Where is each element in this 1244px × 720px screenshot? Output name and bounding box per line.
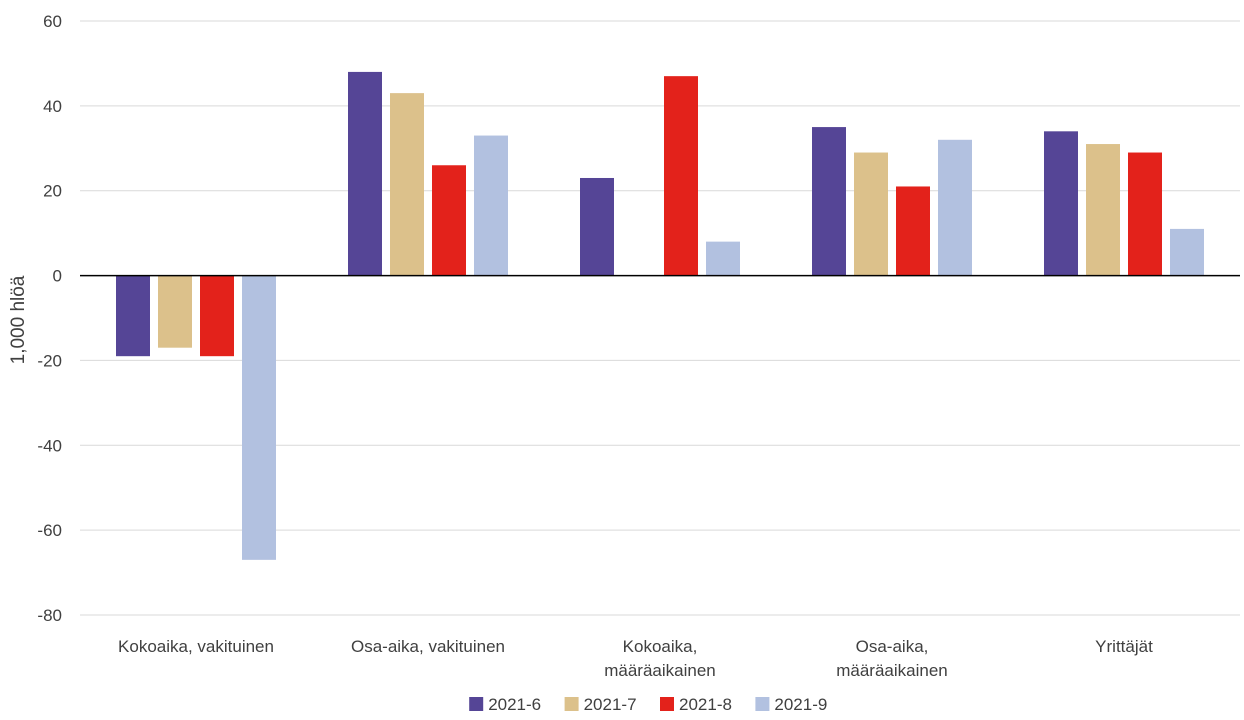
- y-axis-ticks: -80 -60 -40 -20 0 20 40 60: [37, 12, 62, 625]
- y-tick-label: -20: [37, 351, 62, 370]
- legend-label: 2021-6: [488, 695, 541, 714]
- bar: [1044, 131, 1078, 276]
- y-tick-label: -80: [37, 606, 62, 625]
- legend-swatch: [564, 697, 579, 711]
- bar: [348, 71, 382, 276]
- bar: [116, 275, 150, 357]
- bar: [242, 275, 276, 560]
- bar: [812, 127, 846, 276]
- bar: [432, 165, 466, 276]
- category-label: Kokoaika, vakituinen: [118, 637, 274, 656]
- bars: [116, 71, 1204, 560]
- y-tick-label: 0: [53, 267, 62, 286]
- category-label: Yrittäjät: [1095, 637, 1153, 656]
- y-tick-label: -40: [37, 436, 62, 455]
- bar: [580, 177, 614, 276]
- y-tick-label: 40: [43, 97, 62, 116]
- legend-swatch: [755, 697, 770, 711]
- legend-swatch: [660, 697, 674, 711]
- bar: [200, 275, 234, 357]
- legend-swatch: [469, 697, 484, 711]
- bar: [158, 275, 192, 348]
- bar: [664, 76, 698, 276]
- legend: 2021-6 2021-7 2021-8 2021-9: [469, 695, 827, 714]
- legend-label: 2021-7: [584, 695, 637, 714]
- y-tick-label: 20: [43, 182, 62, 201]
- legend-label: 2021-8: [679, 695, 732, 714]
- category-label: määräaikainen: [836, 661, 948, 680]
- bar: [1128, 152, 1162, 276]
- category-labels: Kokoaika, vakituinen Osa-aika, vakituinen…: [118, 637, 1153, 680]
- bar: [1086, 144, 1120, 276]
- bar: [938, 139, 972, 276]
- legend-label: 2021-9: [774, 695, 827, 714]
- category-label: Kokoaika,: [623, 637, 698, 656]
- bar: [706, 241, 740, 276]
- category-label: Osa-aika, vakituinen: [351, 637, 505, 656]
- bar: [390, 93, 424, 276]
- category-label: Osa-aika,: [856, 637, 929, 656]
- bar: [474, 135, 508, 276]
- bar: [896, 186, 930, 276]
- y-axis-title: 1,000 hlöä: [8, 275, 29, 364]
- y-tick-label: 60: [43, 12, 62, 31]
- bar: [1170, 228, 1204, 276]
- bar: [854, 152, 888, 276]
- category-label: määräaikainen: [604, 661, 716, 680]
- y-tick-label: -60: [37, 521, 62, 540]
